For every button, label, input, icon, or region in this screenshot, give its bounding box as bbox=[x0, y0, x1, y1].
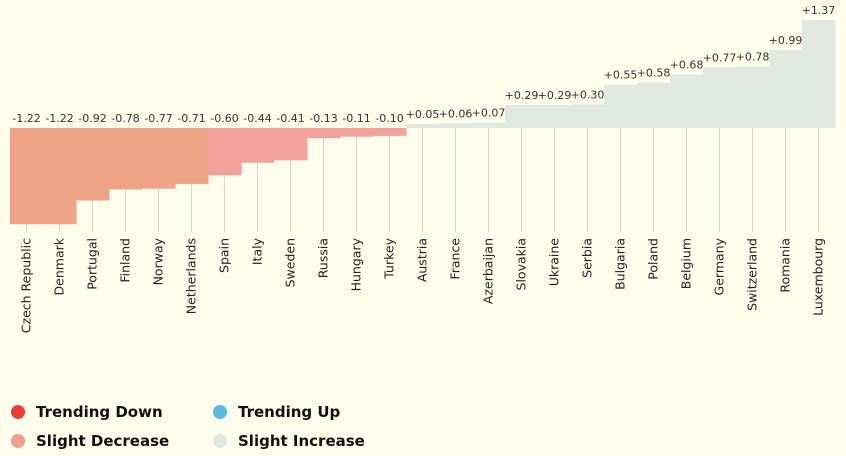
legend-label: Trending Up bbox=[238, 403, 341, 421]
bar bbox=[43, 128, 77, 225]
bar bbox=[142, 128, 176, 189]
bar bbox=[175, 128, 209, 184]
bar bbox=[109, 128, 143, 190]
category-label: Turkey bbox=[382, 237, 397, 279]
value-label: +0.55 bbox=[604, 69, 638, 82]
legend-swatch bbox=[213, 434, 227, 448]
bar bbox=[802, 20, 836, 128]
category-label: Denmark bbox=[52, 237, 67, 295]
category-label: Hungary bbox=[349, 237, 364, 291]
bar bbox=[670, 74, 704, 128]
bar bbox=[241, 128, 275, 163]
legend-swatch bbox=[213, 405, 227, 419]
bar bbox=[307, 128, 341, 139]
value-label: +0.58 bbox=[637, 66, 671, 79]
category-label: Serbia bbox=[580, 238, 595, 278]
value-label: -0.44 bbox=[243, 112, 271, 125]
value-label: -0.92 bbox=[78, 112, 106, 125]
value-label: +0.77 bbox=[703, 51, 737, 64]
legend-label: Slight Increase bbox=[238, 432, 365, 450]
category-label: Slovakia bbox=[514, 238, 529, 290]
category-label: Luxembourg bbox=[811, 238, 826, 316]
bar bbox=[274, 128, 308, 161]
bar bbox=[703, 67, 737, 128]
bar bbox=[637, 82, 671, 128]
value-label: +0.06 bbox=[439, 107, 473, 120]
category-label: Portugal bbox=[85, 238, 100, 290]
value-label: +0.99 bbox=[769, 34, 803, 47]
category-label: Italy bbox=[250, 237, 265, 265]
value-label: -0.10 bbox=[375, 112, 403, 125]
category-label: Spain bbox=[217, 238, 232, 273]
category-label: Ukraine bbox=[547, 238, 562, 287]
value-label: -1.22 bbox=[45, 112, 73, 125]
category-label: Azerbaijan bbox=[481, 238, 496, 304]
category-label: Norway bbox=[151, 237, 166, 285]
bar bbox=[340, 128, 374, 137]
legend-label: Trending Down bbox=[36, 403, 163, 421]
value-label: +0.68 bbox=[670, 58, 704, 71]
category-label: Poland bbox=[646, 238, 661, 280]
value-label: +0.78 bbox=[736, 51, 770, 64]
bar bbox=[439, 123, 473, 128]
bar bbox=[538, 105, 572, 128]
category-label: Germany bbox=[712, 237, 727, 295]
legend-swatch bbox=[11, 405, 25, 419]
legend-swatch bbox=[11, 434, 25, 448]
bar bbox=[769, 49, 803, 128]
bar bbox=[373, 128, 407, 136]
category-label: Netherlands bbox=[184, 238, 199, 314]
category-label: Czech Republic bbox=[19, 238, 34, 333]
value-label: -0.60 bbox=[210, 112, 238, 125]
category-label: Belgium bbox=[679, 238, 694, 289]
value-label: -0.77 bbox=[144, 112, 172, 125]
category-label: Sweden bbox=[283, 238, 298, 287]
value-label: +0.29 bbox=[505, 89, 539, 102]
bar bbox=[604, 84, 638, 128]
category-label: Finland bbox=[118, 238, 133, 283]
value-label: +0.05 bbox=[406, 108, 440, 121]
value-label: -1.22 bbox=[12, 112, 40, 125]
bar bbox=[406, 124, 440, 128]
bar bbox=[208, 128, 242, 176]
legend-label: Slight Decrease bbox=[36, 432, 169, 450]
value-label: -0.71 bbox=[177, 112, 205, 125]
bar bbox=[10, 128, 44, 225]
category-label: Switzerland bbox=[745, 238, 760, 311]
category-label: Romania bbox=[778, 238, 793, 293]
bar bbox=[505, 105, 539, 128]
bar bbox=[571, 104, 605, 128]
value-label: +0.30 bbox=[571, 88, 605, 101]
bar bbox=[76, 128, 110, 201]
value-label: +0.29 bbox=[538, 89, 572, 102]
value-label: -0.11 bbox=[342, 112, 370, 125]
bar bbox=[736, 66, 770, 128]
bar bbox=[472, 122, 506, 128]
value-label: +0.07 bbox=[472, 106, 506, 119]
value-label: -0.41 bbox=[276, 112, 304, 125]
value-label: -0.13 bbox=[309, 112, 337, 125]
value-label: -0.78 bbox=[111, 112, 139, 125]
category-label: France bbox=[448, 238, 463, 280]
category-label: Russia bbox=[316, 238, 331, 278]
category-label: Austria bbox=[415, 238, 430, 282]
value-label: +1.37 bbox=[802, 4, 836, 17]
category-label: Bulgaria bbox=[613, 238, 628, 290]
